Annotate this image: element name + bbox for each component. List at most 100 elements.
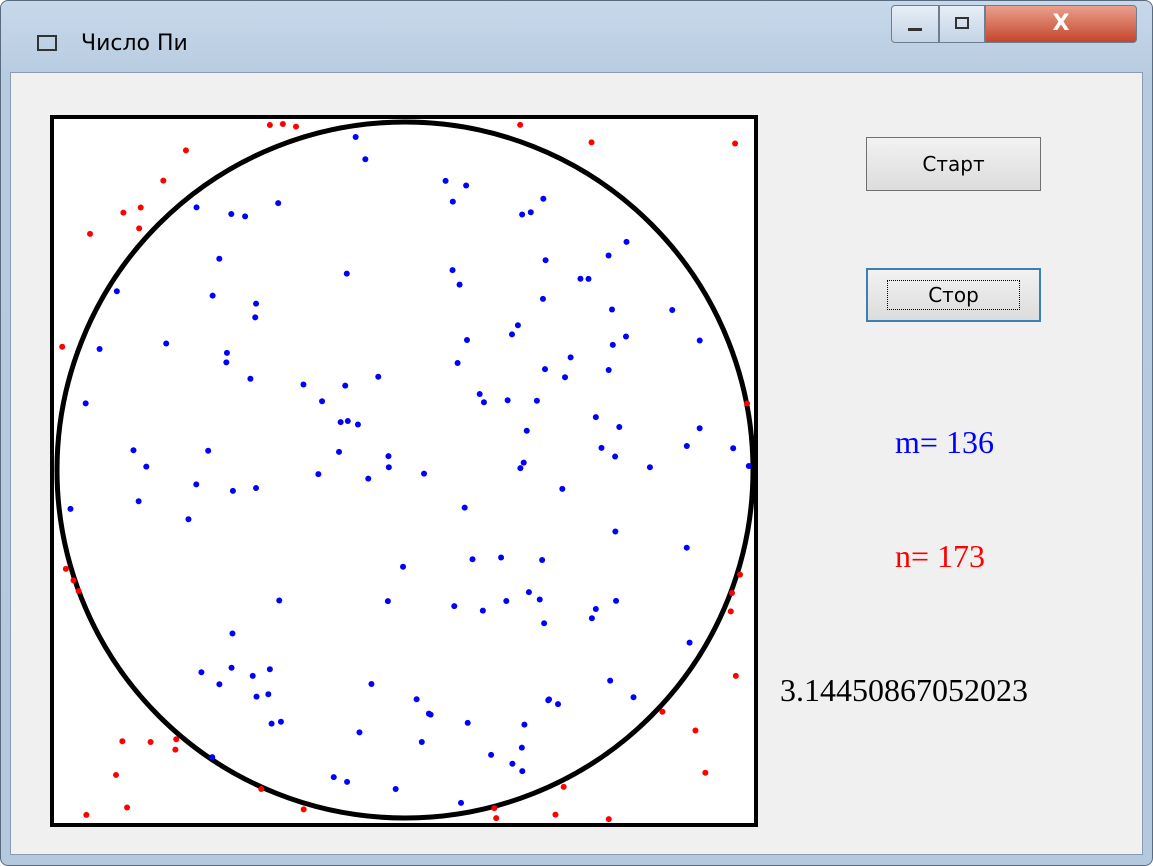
point [301,806,307,812]
point [355,422,361,428]
point [488,752,494,758]
point [114,288,120,294]
point [342,383,348,389]
point [521,460,527,466]
point [385,453,391,459]
point [253,485,259,491]
point [136,225,142,231]
point [684,443,690,449]
point [631,694,637,700]
point [216,681,222,687]
point [421,471,427,477]
point [269,721,275,727]
point [606,816,612,822]
point [589,615,595,621]
point [198,669,204,675]
maximize-button[interactable] [939,5,985,43]
point [70,577,76,583]
point [546,696,552,702]
stop-label: Стор [888,281,1019,309]
minimize-button[interactable] [891,5,939,43]
point [230,488,236,494]
point [210,293,216,299]
point [414,696,420,702]
point [386,464,392,470]
point [276,598,282,604]
point [163,341,169,347]
point [97,346,103,352]
point [624,239,630,245]
point [250,673,256,679]
point [160,178,166,184]
point [607,678,613,684]
point [293,124,299,130]
point [344,779,350,785]
point [505,397,511,403]
point [228,211,234,217]
point [517,465,523,471]
point [593,606,599,612]
point [503,598,509,604]
point [647,464,653,470]
point [119,738,125,744]
point [687,640,693,646]
point [267,122,273,128]
point [130,447,136,453]
point [451,603,457,609]
point [368,681,374,687]
point [254,694,260,700]
point [136,498,142,504]
point [534,398,540,404]
start-button[interactable]: Старт [866,137,1041,191]
point [585,276,591,282]
point [419,739,425,745]
point [610,342,616,348]
point [562,374,568,380]
point [362,156,368,162]
point [559,486,565,492]
point [728,608,734,614]
point [552,812,558,818]
point [393,786,399,792]
point [577,276,583,282]
point [561,784,567,790]
point [185,516,191,522]
point [537,596,543,602]
point [450,199,456,205]
point [613,598,619,604]
point [612,454,618,460]
point [353,134,359,140]
point [519,768,525,774]
point [209,754,215,760]
close-button[interactable]: X [985,5,1137,43]
stop-button[interactable]: Стор [866,268,1041,322]
point [173,736,179,742]
point [517,122,523,128]
point [464,337,470,343]
point [113,772,119,778]
point [400,564,406,570]
point [455,360,461,366]
point [702,770,708,776]
point [542,366,548,372]
point [183,147,189,153]
point [63,566,69,572]
point [59,344,65,350]
window-title: Число Пи [81,31,188,56]
point [612,529,618,535]
point [336,449,342,455]
point [428,712,434,718]
point [730,445,736,451]
point [692,728,698,734]
n-label: n= 173 [895,538,985,575]
point [616,424,622,430]
point [541,620,547,626]
point [385,598,391,604]
point [555,701,561,707]
point [319,398,325,404]
pi-label: 3.14450867052023 [780,672,1028,709]
point [247,376,253,382]
point [465,720,471,726]
point [509,761,515,767]
point [265,691,271,697]
